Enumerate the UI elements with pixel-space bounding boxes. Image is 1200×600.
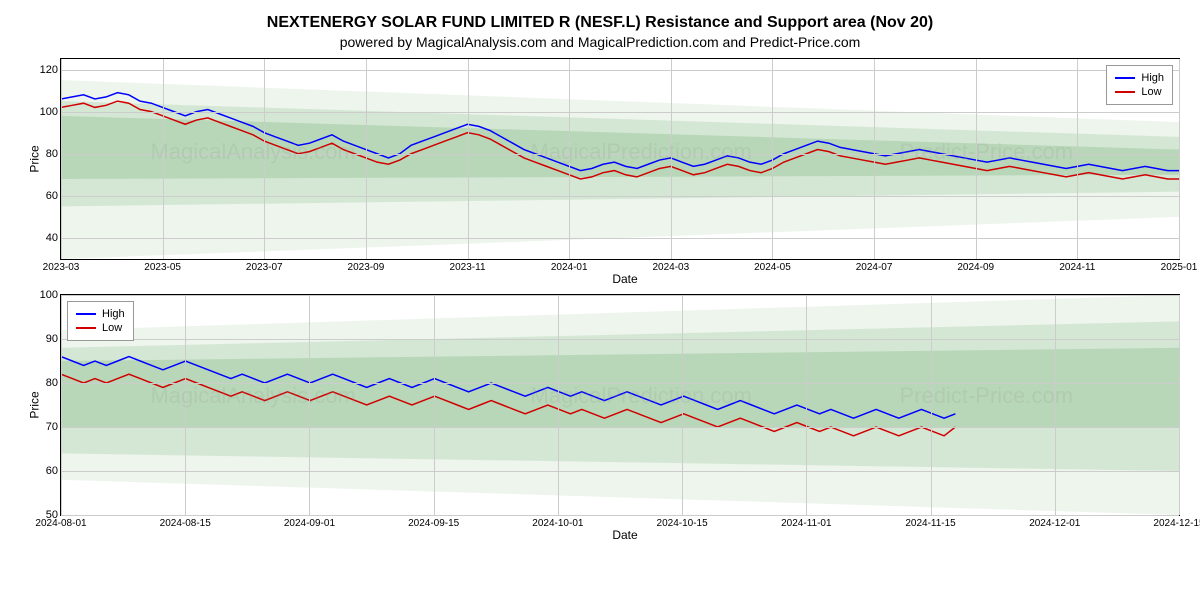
bottom-chart: Price 5060708090100 2024-08-012024-08-15… [60, 294, 1180, 516]
legend-item-high: High [76, 308, 125, 320]
plot-area-top [61, 59, 1179, 259]
y-tick-label: 90 [23, 333, 58, 345]
top-chart: Price 406080100120 2023-032023-052023-07… [60, 58, 1180, 260]
chart-subtitle: powered by MagicalAnalysis.com and Magic… [10, 34, 1190, 50]
plot-area-bottom [61, 295, 1179, 515]
legend-item-low: Low [76, 322, 125, 334]
legend-line-high [1115, 77, 1135, 79]
legend-label-high: High [102, 308, 125, 320]
x-tick-label: 2024-05 [754, 262, 791, 273]
x-tick-label: 2023-05 [144, 262, 181, 273]
y-tick-label: 100 [23, 289, 58, 301]
x-tick-label: 2023-07 [246, 262, 283, 273]
x-tick-label: 2024-09-15 [408, 518, 459, 529]
legend-label-low: Low [1141, 86, 1161, 98]
legend-line-low [1115, 91, 1135, 93]
legend-line-low [76, 327, 96, 329]
x-tick-label: 2024-11 [1059, 262, 1095, 273]
legend-line-high [76, 313, 96, 315]
legend-label-low: Low [102, 322, 122, 334]
x-tick-label: 2024-12-01 [1029, 518, 1080, 529]
legend-item-low: Low [1115, 86, 1164, 98]
x-tick-label: 2024-08-15 [160, 518, 211, 529]
x-ticks: 2024-08-012024-08-152024-09-012024-09-15… [61, 518, 1179, 533]
x-tick-label: 2024-09-01 [284, 518, 335, 529]
y-tick-label: 70 [23, 421, 58, 433]
x-tick-label: 2023-09 [348, 262, 385, 273]
y-tick-label: 120 [23, 64, 58, 76]
x-tick-label: 2024-03 [652, 262, 689, 273]
legend-item-high: High [1115, 72, 1164, 84]
x-tick-label: 2023-11 [450, 262, 486, 273]
chart-container: NEXTENERGY SOLAR FUND LIMITED R (NESF.L)… [10, 14, 1190, 542]
y-tick-label: 100 [23, 106, 58, 118]
x-tick-label: 2024-11-15 [905, 518, 955, 529]
x-tick-label: 2024-10-15 [657, 518, 708, 529]
x-tick-label: 2024-01 [551, 262, 588, 273]
y-ticks: 5060708090100 [23, 295, 58, 515]
x-tick-label: 2024-11-01 [781, 518, 831, 529]
y-tick-label: 80 [23, 148, 58, 160]
legend-label-high: High [1141, 72, 1164, 84]
y-tick-label: 40 [23, 232, 58, 244]
x-tick-label: 2024-10-01 [532, 518, 583, 529]
y-tick-label: 80 [23, 377, 58, 389]
legend-bottom: High Low [67, 301, 134, 341]
x-tick-label: 2025-01 [1161, 262, 1198, 273]
x-tick-label: 2024-08-01 [35, 518, 86, 529]
legend-top: High Low [1106, 65, 1173, 105]
x-ticks: 2023-032023-052023-072023-092023-112024-… [61, 262, 1179, 277]
chart-title: NEXTENERGY SOLAR FUND LIMITED R (NESF.L)… [10, 14, 1190, 32]
x-tick-label: 2023-03 [43, 262, 80, 273]
y-tick-label: 60 [23, 465, 58, 477]
y-ticks: 40 60 80 100 120 [23, 59, 58, 259]
y-tick-label: 60 [23, 190, 58, 202]
x-tick-label: 2024-09 [957, 262, 994, 273]
x-tick-label: 2024-07 [856, 262, 893, 273]
x-tick-label: 2024-12-15 [1153, 518, 1200, 529]
